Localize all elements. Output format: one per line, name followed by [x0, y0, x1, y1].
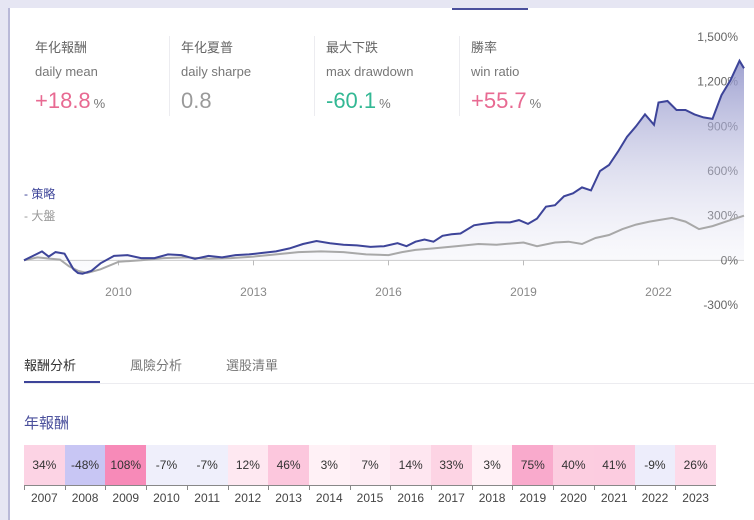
metric-card: 年化報酬 daily mean +18.8% — [24, 36, 170, 116]
heatmap-year-label: 2008 — [71, 491, 99, 505]
heatmap-cell: 41% — [593, 445, 635, 485]
metric-title: 勝率 — [471, 40, 498, 55]
heatmap-cell: 26% — [675, 445, 716, 485]
heatmap-cell: 14% — [390, 445, 432, 485]
metric-value: +55.7% — [471, 88, 606, 117]
metric-value: 0.8 — [181, 88, 316, 114]
heatmap-year-label: 2014 — [315, 491, 343, 505]
heatmap-tick — [593, 486, 595, 490]
metric-value: -60.1% — [326, 88, 461, 117]
heatmap-cell: 34% — [24, 445, 65, 485]
analysis-tabs: 報酬分析 風險分析 選股清單 — [24, 355, 754, 384]
strategy-line — [23, 58, 745, 275]
x-tick-label: 2010 — [105, 285, 132, 299]
tab-stock-list[interactable]: 選股清單 — [226, 358, 279, 373]
heatmap-year-label: 2019 — [519, 491, 547, 505]
heatmap-tick — [308, 486, 310, 490]
metric-number: +55.7 — [471, 88, 527, 113]
metric-value: +18.8% — [35, 88, 170, 117]
heatmap-year-label: 2013 — [275, 491, 302, 505]
metric-card: 勝率 win ratio +55.7% — [459, 36, 606, 116]
heatmap-tick — [227, 486, 229, 490]
heatmap-tick — [512, 486, 514, 490]
heatmap-cell: 7% — [349, 445, 391, 485]
metric-title: 年化報酬 — [35, 40, 88, 55]
strategy-area-fill — [24, 60, 744, 274]
heatmap-cell: 12% — [227, 445, 269, 485]
heatmap-cell: 33% — [431, 445, 472, 485]
heatmap-cell: 40% — [553, 445, 594, 485]
heatmap-tick — [471, 486, 473, 490]
heatmap-year-label: 2021 — [600, 491, 628, 505]
heatmap-year-label: 2010 — [153, 491, 180, 505]
heatmap-year-label: 2018 — [478, 491, 506, 505]
annual-return-title: 年報酬 — [24, 415, 70, 432]
heatmap-tick — [146, 486, 148, 490]
metric-unit: % — [379, 96, 391, 111]
x-tick-label: 2013 — [240, 285, 267, 299]
metric-card: 年化夏普 daily sharpe 0.8 — [169, 36, 316, 116]
heatmap-tick — [186, 486, 188, 490]
metric-subtitle: daily sharpe — [181, 64, 252, 79]
heatmap-tick — [64, 486, 66, 490]
heatmap-tick — [553, 486, 555, 490]
metric-title: 最大下跌 — [326, 40, 379, 55]
heatmap-cell: 108% — [105, 445, 147, 485]
heatmap-year-label: 2007 — [30, 491, 58, 505]
heatmap-year-label: 2009 — [112, 491, 140, 505]
heatmap-year-label: 2022 — [641, 491, 669, 505]
heatmap-cell: 46% — [268, 445, 309, 485]
heatmap-cell: -9% — [634, 445, 676, 485]
heatmap-tick — [390, 486, 392, 490]
heatmap-year-axis — [24, 485, 716, 486]
heatmap-year-label: 2017 — [438, 491, 465, 505]
metric-card: 最大下跌 max drawdown -60.1% — [314, 36, 461, 116]
heatmap-year-label: 2016 — [397, 491, 425, 505]
heatmap-tick — [24, 486, 25, 490]
heatmap-cell: 3% — [308, 445, 350, 485]
heatmap-year-label: 2011 — [194, 491, 221, 505]
heatmap-tick — [675, 486, 677, 490]
metric-unit: % — [529, 96, 542, 111]
metric-unit: % — [93, 96, 106, 111]
benchmark-line — [23, 214, 745, 275]
metric-number: -60.1 — [326, 88, 377, 113]
metric-title: 年化夏普 — [181, 40, 234, 55]
heatmap-year-label: 2020 — [560, 491, 587, 505]
legend-strategy[interactable]: - 策略 — [24, 187, 56, 201]
heatmap-cell: -7% — [186, 445, 228, 485]
metric-subtitle: win ratio — [471, 64, 520, 79]
heatmap-tick — [105, 486, 107, 490]
heatmap-tick — [349, 486, 351, 490]
heatmap-cell: -7% — [146, 445, 187, 485]
cumulative-return-chart: 1,500%1,200%900%600%300%0%-300% 20102013… — [23, 30, 745, 312]
metric-subtitle: max drawdown — [326, 64, 414, 79]
active-top-tab-indicator — [452, 8, 528, 10]
heatmap-year-label: 2012 — [234, 491, 262, 505]
heatmap-cell: 75% — [512, 445, 554, 485]
x-tick-label: 2016 — [375, 285, 402, 299]
y-tick-label: -300% — [703, 298, 738, 312]
report-panel — [8, 8, 754, 520]
legend-benchmark[interactable]: - 大盤 — [24, 209, 56, 223]
chart-legend: - 策略 - 大盤 — [24, 183, 55, 227]
heatmap-year-label: 2015 — [356, 491, 384, 505]
heatmap-tick — [431, 486, 433, 490]
metric-number: +18.8 — [35, 88, 91, 113]
metric-subtitle: daily mean — [35, 64, 98, 79]
heatmap-year-label: 2023 — [682, 491, 709, 505]
x-tick-label: 2022 — [645, 285, 672, 299]
y-tick-label: 1,500% — [697, 30, 738, 44]
tab-return-analysis[interactable]: 報酬分析 — [24, 355, 100, 383]
heatmap-tick — [634, 486, 636, 490]
x-tick-label: 2019 — [510, 285, 537, 299]
heatmap-cell: 3% — [471, 445, 513, 485]
tab-risk-analysis[interactable]: 風險分析 — [130, 358, 183, 373]
metric-number: 0.8 — [181, 88, 212, 113]
heatmap-cell: -48% — [64, 445, 106, 485]
heatmap-tick — [268, 486, 270, 490]
